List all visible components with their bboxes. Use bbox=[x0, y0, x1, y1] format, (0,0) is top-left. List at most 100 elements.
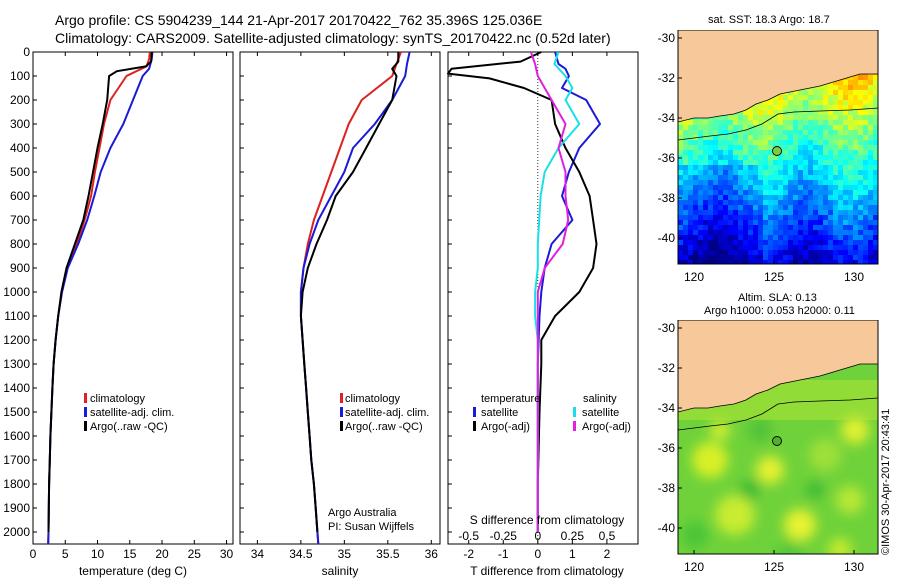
sst-cell bbox=[678, 175, 684, 181]
sst-cell bbox=[743, 230, 749, 236]
sst-cell bbox=[678, 140, 684, 146]
legend-swatch-climatology bbox=[340, 393, 343, 403]
sst-cell bbox=[733, 260, 739, 264]
sst-cell bbox=[843, 260, 849, 264]
sst-cell bbox=[783, 105, 789, 111]
s-tick-label: -0.5 bbox=[458, 529, 479, 543]
x-tick-label: 34.5 bbox=[289, 547, 313, 561]
sst-cell bbox=[843, 195, 849, 201]
sst-cell bbox=[828, 95, 834, 101]
sst-cell bbox=[833, 110, 839, 116]
sst-cell bbox=[818, 125, 824, 131]
sst-cell bbox=[808, 175, 814, 181]
sst-cell bbox=[803, 125, 809, 131]
map-y-tick-label: -38 bbox=[658, 191, 676, 205]
sst-cell bbox=[793, 115, 799, 121]
sst-cell bbox=[753, 220, 759, 226]
sst-cell bbox=[818, 150, 824, 156]
map-y-tick-label: -30 bbox=[658, 321, 676, 335]
sst-cell bbox=[738, 260, 744, 264]
sst-cell bbox=[753, 170, 759, 176]
sst-cell bbox=[808, 205, 814, 211]
sst-cell bbox=[803, 95, 809, 101]
sst-cell bbox=[778, 260, 784, 264]
sst-cell bbox=[798, 155, 804, 161]
sst-cell bbox=[763, 220, 769, 226]
sst-cell bbox=[778, 115, 784, 121]
sst-cell bbox=[793, 230, 799, 236]
sst-cell bbox=[818, 165, 824, 171]
sst-cell bbox=[758, 135, 764, 141]
sst-cell bbox=[873, 175, 878, 181]
sst-cell bbox=[868, 250, 874, 256]
sst-cell bbox=[723, 180, 729, 186]
series-line-satellite-adj-clim- bbox=[47, 51, 154, 545]
sst-cell bbox=[758, 220, 764, 226]
sst-cell bbox=[853, 230, 859, 236]
y-tick-label: 600 bbox=[10, 189, 30, 203]
sst-cell bbox=[793, 165, 799, 171]
sst-cell bbox=[858, 120, 864, 126]
sst-cell bbox=[838, 185, 844, 191]
sst-cell bbox=[833, 115, 839, 121]
sst-cell bbox=[708, 120, 714, 126]
sst-cell bbox=[693, 240, 699, 246]
sst-cell bbox=[798, 210, 804, 216]
sst-cell bbox=[693, 220, 699, 226]
sla-blob bbox=[828, 538, 852, 554]
sst-cell bbox=[873, 245, 878, 251]
sst-cell bbox=[748, 205, 754, 211]
sst-cell bbox=[678, 260, 684, 264]
sst-cell bbox=[708, 170, 714, 176]
sst-cell bbox=[728, 150, 734, 156]
sst-cell bbox=[773, 125, 779, 131]
sst-cell bbox=[853, 200, 859, 206]
sst-cell bbox=[678, 135, 684, 141]
sst-cell bbox=[783, 250, 789, 256]
sst-cell bbox=[713, 115, 719, 121]
legend-title-temperature: temperature bbox=[481, 393, 540, 405]
sst-cell bbox=[813, 195, 819, 201]
sst-cell bbox=[748, 105, 754, 111]
sst-cell bbox=[853, 100, 859, 106]
sst-cell bbox=[843, 115, 849, 121]
sst-cell bbox=[713, 160, 719, 166]
sst-cell bbox=[818, 245, 824, 251]
sst-cell bbox=[833, 100, 839, 106]
sst-cell bbox=[773, 110, 779, 116]
sst-cell bbox=[788, 115, 794, 121]
sst-cell bbox=[848, 260, 854, 264]
sst-cell bbox=[733, 240, 739, 246]
sst-cell bbox=[728, 235, 734, 241]
sst-cell bbox=[803, 230, 809, 236]
sst-cell bbox=[838, 135, 844, 141]
sst-cell bbox=[853, 75, 859, 81]
sst-cell bbox=[678, 205, 684, 211]
sst-cell bbox=[853, 220, 859, 226]
sst-cell bbox=[868, 75, 874, 81]
sst-cell bbox=[683, 170, 689, 176]
sst-cell bbox=[698, 155, 704, 161]
sst-cell bbox=[803, 185, 809, 191]
sst-cell bbox=[758, 140, 764, 146]
sst-cell bbox=[803, 100, 809, 106]
sst-cell bbox=[693, 235, 699, 241]
sst-cell bbox=[793, 175, 799, 181]
sst-cell bbox=[783, 235, 789, 241]
sst-cell bbox=[778, 230, 784, 236]
sst-cell bbox=[738, 165, 744, 171]
sst-cell bbox=[758, 245, 764, 251]
sst-cell bbox=[843, 80, 849, 86]
sst-cell bbox=[753, 260, 759, 264]
sst-cell bbox=[783, 160, 789, 166]
sst-cell bbox=[763, 125, 769, 131]
sst-cell bbox=[743, 215, 749, 221]
sst-cell bbox=[788, 230, 794, 236]
sst-cell bbox=[858, 185, 864, 191]
sst-cell bbox=[683, 150, 689, 156]
legend-label-satellite: satellite-adj. clim. bbox=[90, 407, 174, 419]
sst-cell bbox=[678, 200, 684, 206]
sst-cell bbox=[818, 230, 824, 236]
sst-cell bbox=[803, 200, 809, 206]
sst-cell bbox=[853, 235, 859, 241]
